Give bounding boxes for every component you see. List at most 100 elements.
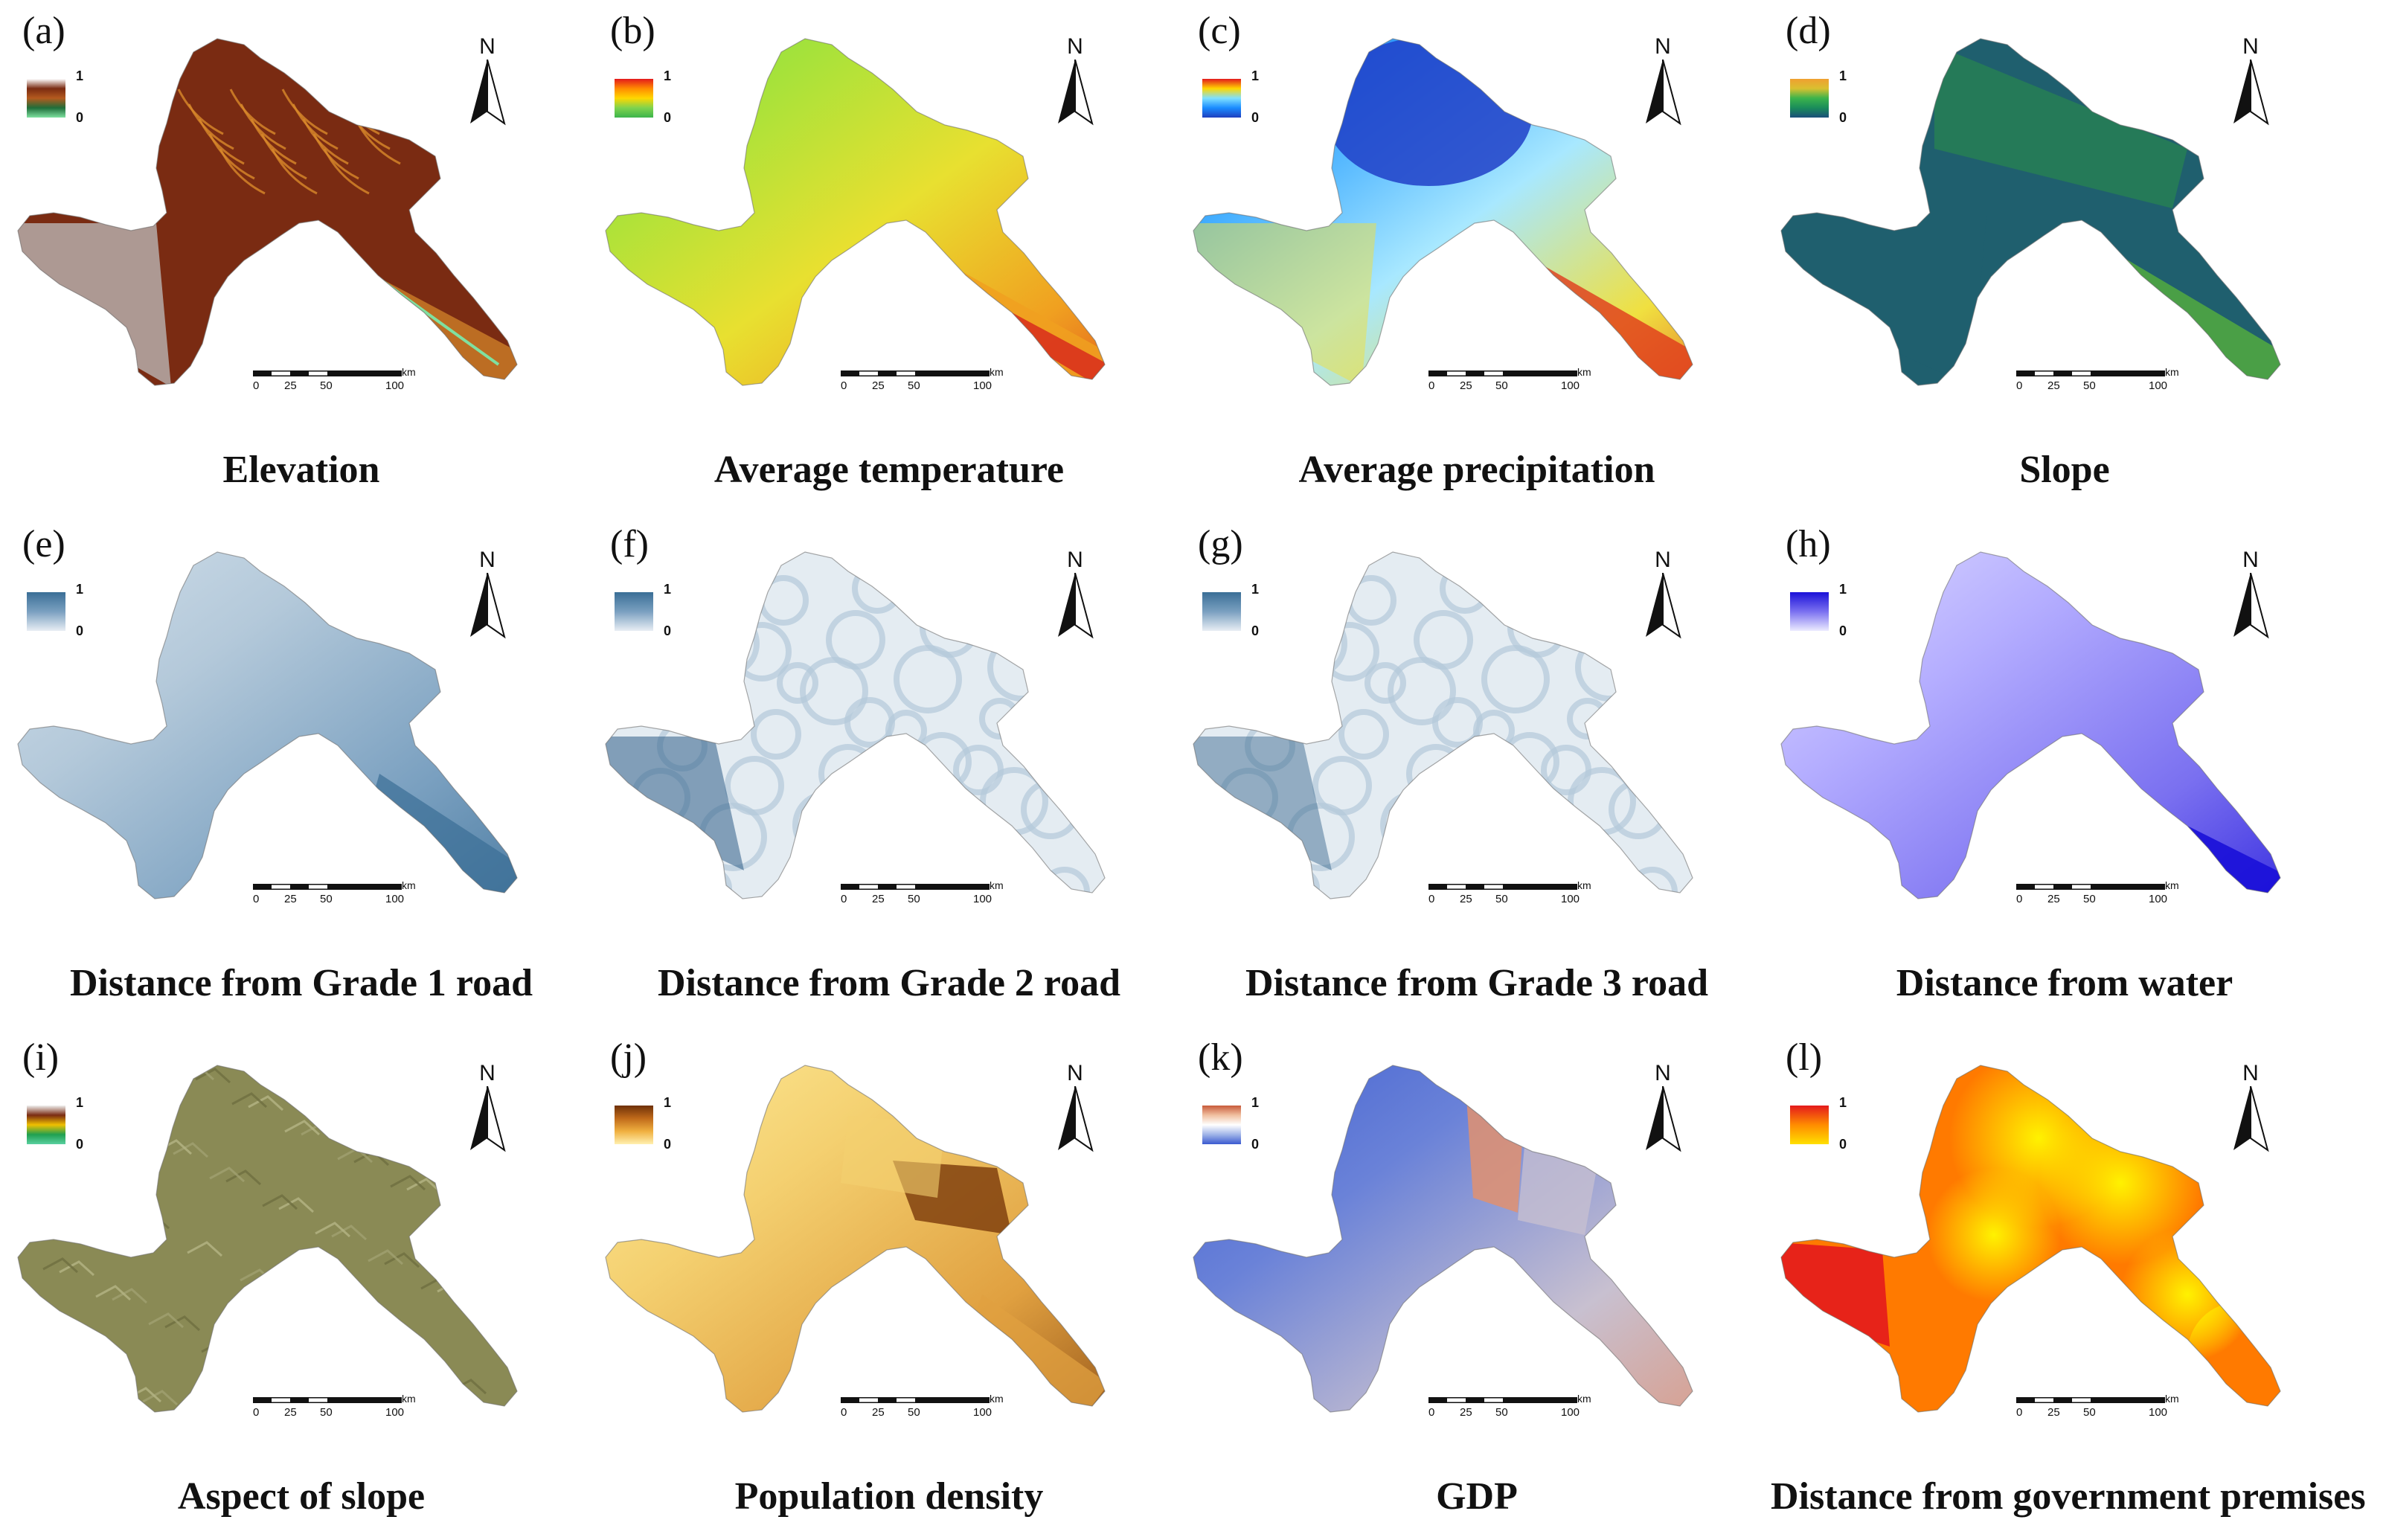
north-arrow: N [1637,1061,1689,1158]
legend-color-ramp [1790,79,1829,118]
scale-bar-graphic [1428,884,1577,890]
scale-bar-graphic [253,1397,402,1403]
north-arrow-icon [470,1086,506,1152]
region-outline [605,38,1106,386]
scale-unit: km [990,366,1004,378]
scale-tick: 50 [2083,893,2096,905]
scale-tick: 50 [908,379,920,392]
scale-tick: 100 [1561,379,1580,392]
scale-tick: 0 [1428,893,1435,905]
panel-label: (d) [1786,10,1831,52]
scale-bar: km 0 25 50 100 [1428,365,1607,402]
scale-bar: km 0 25 50 100 [253,1391,432,1428]
scale-bar: km 0 25 50 100 [2016,365,2195,402]
scale-unit: km [1577,366,1591,378]
scale-bar-graphic [841,884,990,890]
panel-caption: Distance from Grade 1 road [70,962,533,1004]
scale-tick: 50 [908,1406,920,1419]
legend-max-label: 1 [1839,582,1847,597]
scale-bar-graphic [2016,884,2165,890]
scale-tick: 50 [2083,1406,2096,1419]
scale-tick: 0 [253,1406,260,1419]
panel-label: (i) [22,1036,60,1079]
north-arrow-icon [2233,60,2269,126]
scale-tick: 0 [2016,379,2023,392]
panel-caption: Distance from Grade 3 road [1245,962,1708,1004]
scale-bar: km 0 25 50 100 [2016,878,2195,915]
panel-label: (j) [610,1036,647,1079]
scale-tick: 25 [1460,893,1472,905]
scale-tick: 50 [908,893,920,905]
scale-bar: km 0 25 50 100 [1428,878,1607,915]
scale-tick: 0 [1428,1406,1435,1419]
scale-tick: 100 [973,893,992,905]
panel-label: (k) [1198,1036,1243,1079]
region-outline [1780,551,2281,899]
north-arrow-icon [1646,573,1681,639]
legend-min-label: 0 [1251,1137,1260,1152]
north-label: N [1655,1061,1671,1085]
grade2-map [605,551,1106,899]
legend-max-label: 1 [1839,68,1847,83]
region-outline [1193,1065,1693,1413]
scale-tick: 25 [872,1406,885,1419]
legend-color-ramp [1202,79,1241,118]
panel-caption: Population density [734,1475,1044,1518]
scale-bar: km 0 25 50 100 [1428,1391,1607,1428]
scale-bar-graphic [1428,1397,1577,1403]
legend-max-label: 1 [1251,582,1260,597]
panel-label: (a) [22,10,65,52]
government-map [1780,1065,2281,1413]
legend-min-label: 0 [1839,110,1847,125]
panel-caption: Slope [2019,449,2110,491]
legend-max-label: 1 [1839,1095,1847,1110]
legend-max-label: 1 [664,582,672,597]
scale-bar-graphic [2016,370,2165,376]
north-label: N [1655,548,1671,572]
legend-min-label: 0 [1839,623,1847,638]
scale-tick: 25 [872,379,885,392]
panel-caption: Distance from government premises [1771,1475,2366,1518]
region-outline [1780,38,2281,386]
legend-color-ramp [615,592,653,631]
north-arrow-icon [1058,60,1094,126]
slope-map [1780,38,2281,386]
legend-color-ramp [615,79,653,118]
north-arrow: N [2225,1061,2277,1158]
scale-tick: 25 [2047,1406,2060,1419]
grade1-map [17,551,518,899]
scale-bar-graphic [1428,370,1577,376]
legend-min-label: 0 [76,623,84,638]
scale-tick: 100 [385,379,405,392]
legend-min-label: 0 [1251,110,1260,125]
scale-bar: km 0 25 50 100 [253,878,432,915]
scale-tick: 0 [841,1406,847,1419]
legend-color-ramp [615,1106,653,1144]
legend-max-label: 1 [664,1095,672,1110]
panel-caption: GDP [1436,1475,1518,1518]
scale-unit: km [1577,1393,1591,1405]
legend-min-label: 0 [1839,1137,1847,1152]
panel-caption: Elevation [222,449,380,491]
scale-tick: 100 [973,1406,992,1419]
scale-tick: 25 [284,379,297,392]
north-label: N [1655,34,1671,59]
north-label: N [1067,1061,1083,1085]
scale-unit: km [402,1393,416,1405]
scale-unit: km [990,1393,1004,1405]
scale-unit: km [402,366,416,378]
legend-max-label: 1 [664,68,672,83]
legend-color-ramp [27,1106,65,1144]
north-arrow: N [1049,34,1101,131]
north-label: N [479,548,496,572]
scale-bar: km 0 25 50 100 [253,365,432,402]
scale-tick: 50 [320,379,333,392]
